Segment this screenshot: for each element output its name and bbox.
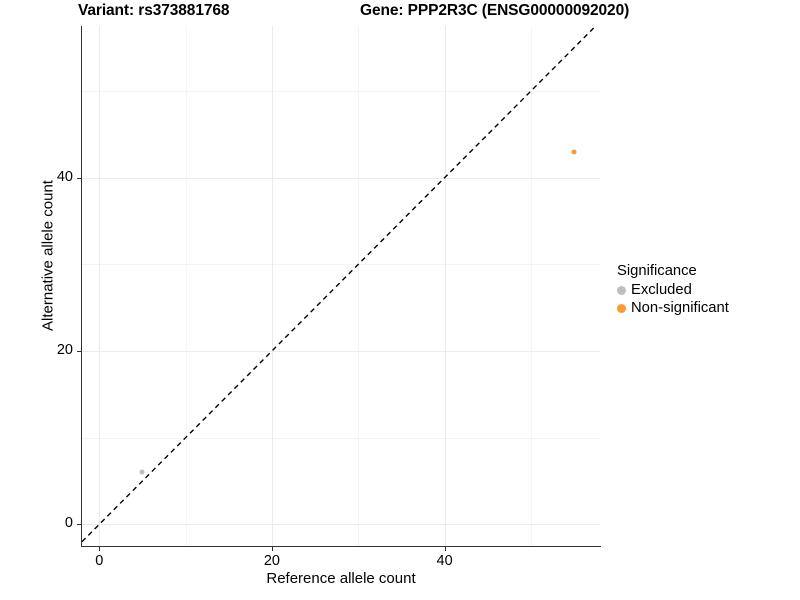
x-axis-line bbox=[81, 546, 601, 547]
gridline-minor-x bbox=[358, 26, 360, 546]
figure-title-row: Variant: rs373881768 Gene: PPP2R3C (ENSG… bbox=[0, 2, 800, 28]
legend-item[interactable]: Excluded bbox=[617, 281, 797, 299]
legend: Significance Excluded Non-significant bbox=[617, 262, 797, 317]
gridline-major-x bbox=[271, 26, 273, 546]
plot-panel bbox=[82, 26, 600, 546]
gridline-major-y bbox=[82, 351, 600, 352]
y-axis-title: Alternative allele count bbox=[39, 180, 57, 331]
gridline-major-x bbox=[444, 26, 446, 546]
y-tick-mark bbox=[77, 524, 81, 526]
y-tick-mark bbox=[77, 351, 81, 352]
variant-title: Variant: rs373881768 bbox=[78, 2, 230, 19]
data-point[interactable] bbox=[571, 149, 577, 155]
gridline-minor-y bbox=[82, 264, 600, 266]
x-tick-mark bbox=[99, 547, 101, 551]
x-tick-mark bbox=[271, 547, 273, 551]
legend-key-dot-icon bbox=[617, 303, 626, 313]
identity-reference-line bbox=[82, 26, 600, 546]
x-tick-label: 0 bbox=[95, 553, 104, 569]
legend-item[interactable]: Non-significant bbox=[617, 299, 797, 317]
x-axis-title: Reference allele count bbox=[266, 570, 416, 587]
gridline-major-x bbox=[99, 26, 101, 546]
y-tick-label: 20 bbox=[56, 342, 73, 358]
gridline-minor-y bbox=[82, 91, 600, 92]
gridline-major-y bbox=[82, 524, 600, 526]
gridline-major-y bbox=[82, 177, 600, 179]
gridline-minor-x bbox=[530, 26, 532, 546]
x-tick-label: 20 bbox=[263, 553, 280, 569]
y-axis-line bbox=[81, 26, 82, 547]
x-tick-label: 40 bbox=[436, 553, 453, 569]
gene-title: Gene: PPP2R3C (ENSG00000092020) bbox=[360, 2, 630, 19]
gridline-minor-x bbox=[185, 26, 187, 546]
y-tick-label: 0 bbox=[64, 515, 73, 532]
x-tick-mark bbox=[444, 547, 446, 551]
legend-key-dot-icon bbox=[617, 285, 626, 295]
y-tick-label: 40 bbox=[56, 168, 73, 185]
data-point[interactable] bbox=[139, 469, 145, 475]
gridline-minor-y bbox=[82, 437, 600, 439]
y-tick-mark bbox=[77, 177, 81, 179]
legend-item-label: Non-significant bbox=[631, 300, 729, 316]
legend-title: Significance bbox=[617, 263, 697, 279]
legend-items: Excluded Non-significant bbox=[617, 281, 797, 317]
legend-item-label: Excluded bbox=[631, 282, 692, 298]
